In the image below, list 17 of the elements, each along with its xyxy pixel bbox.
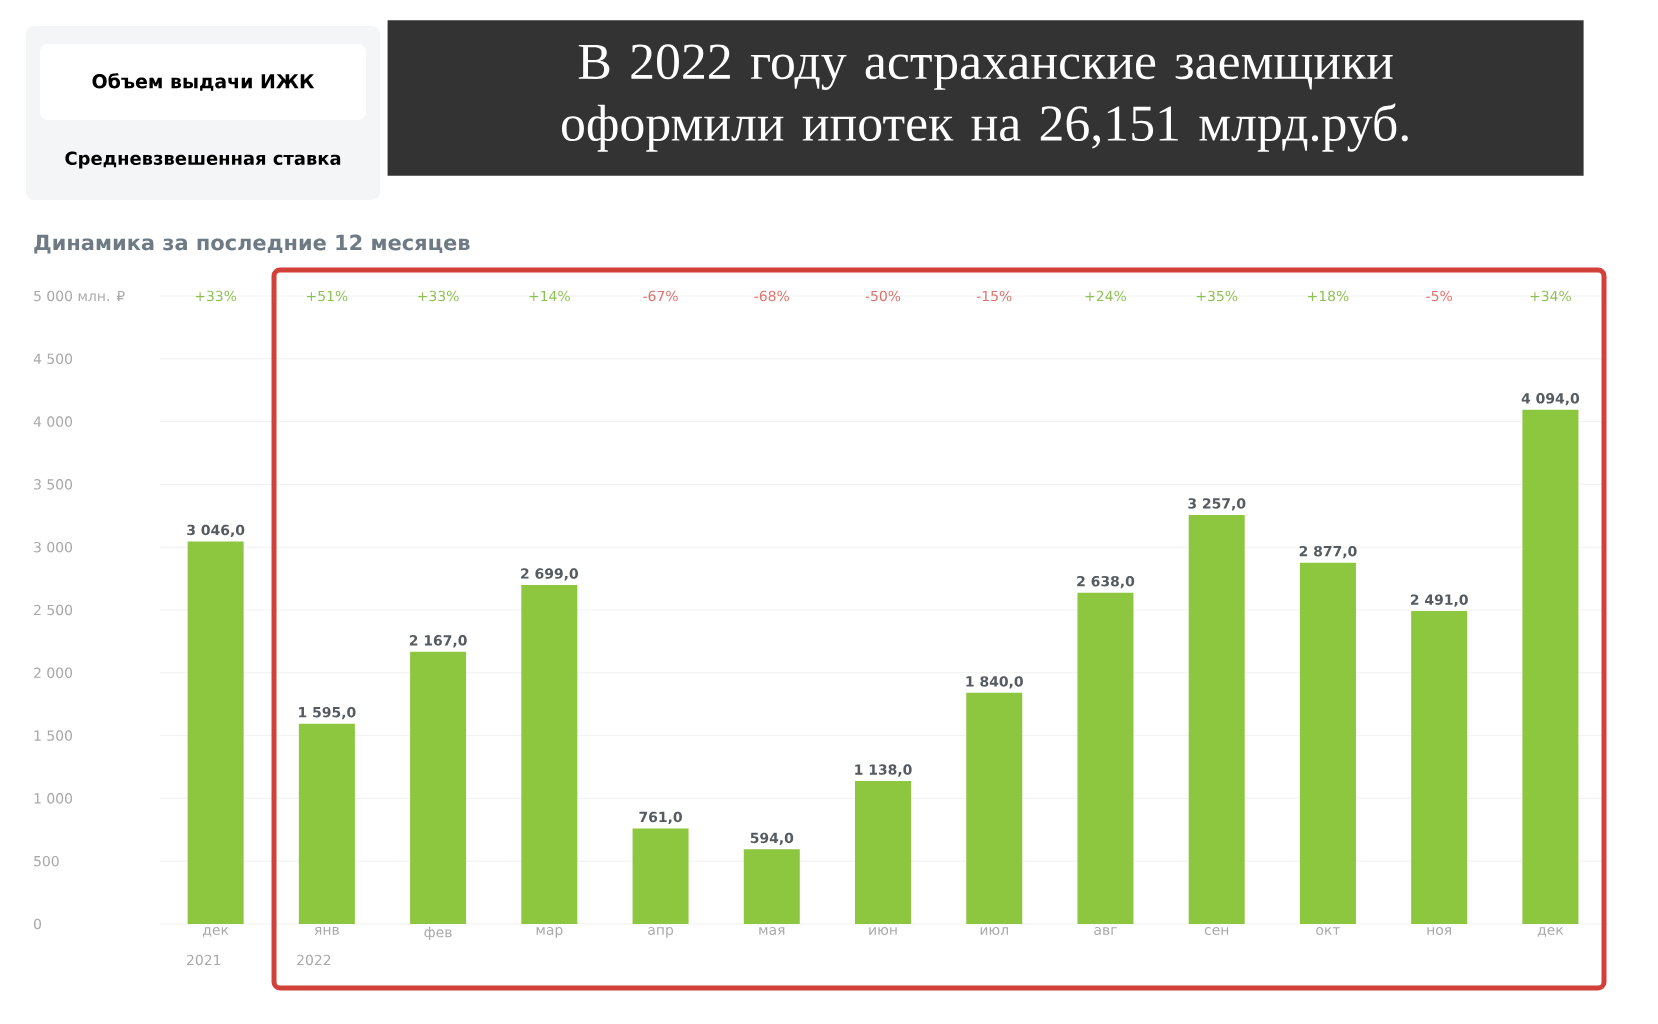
bar (1077, 592, 1134, 924)
bar (632, 828, 689, 924)
bar (521, 584, 578, 924)
bar (1411, 611, 1468, 924)
chart-title: В 2022 году астраханские заемщики оформили ипотек на 26,151 млрд.руб. (561, 44, 1408, 152)
bar (298, 723, 355, 924)
bar (1522, 409, 1579, 924)
chart-subtitle: Динамика за последние 12 месяцев (34, 234, 470, 254)
bar (743, 849, 800, 924)
bar (1188, 514, 1245, 924)
bar (966, 692, 1023, 924)
bar (410, 651, 467, 924)
bar (187, 541, 244, 924)
text: Средневзвешенная ставка (65, 151, 341, 169)
bar (1299, 562, 1356, 924)
bar (855, 781, 912, 924)
text: Объем выдачи ИЖК (92, 73, 315, 91)
